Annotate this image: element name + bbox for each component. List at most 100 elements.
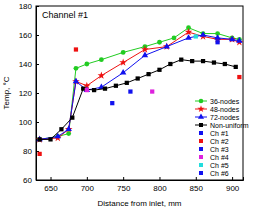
point (59, 127, 63, 131)
point (55, 133, 61, 139)
point (194, 34, 198, 38)
line (40, 60, 236, 140)
point (163, 43, 171, 50)
point (36, 136, 42, 142)
point (136, 76, 140, 80)
tick: 180 (19, 2, 39, 11)
point (65, 126, 71, 132)
tick-label: 700 (81, 184, 95, 193)
series (215, 40, 219, 44)
point (120, 69, 126, 75)
point (84, 62, 89, 67)
plot-frame (36, 6, 243, 180)
point (164, 43, 170, 49)
point (119, 59, 127, 66)
tick-label: 800 (153, 184, 167, 193)
tick-mark (123, 177, 124, 180)
legend-label: 48-nodes (210, 106, 240, 113)
point (234, 65, 238, 69)
series (128, 89, 132, 93)
point (37, 137, 42, 142)
point (70, 116, 74, 120)
legend-marker (199, 99, 204, 104)
x-axis-title: Distance from inlet, mm (97, 199, 181, 208)
legend-item: 48-nodes (195, 105, 240, 112)
point (142, 52, 148, 58)
point (215, 40, 219, 44)
tick: 120 (19, 89, 39, 98)
point (74, 66, 79, 71)
legend-label: 72-nodes (210, 114, 240, 121)
tick-mark (51, 177, 52, 180)
point (146, 72, 150, 76)
y-axis: 6080100120140160180 (19, 2, 39, 185)
point (74, 47, 78, 51)
tick: 650 (44, 177, 58, 193)
point (172, 36, 177, 41)
point (214, 34, 220, 40)
tick-label: 60 (23, 176, 32, 185)
legend-label: Non-uniform (210, 122, 249, 129)
tick-mark (36, 64, 39, 65)
point (38, 152, 42, 156)
marks (36, 25, 243, 156)
point (125, 81, 129, 85)
legend-item: Non-uniform (195, 122, 249, 129)
legend-item: Ch #6 (199, 170, 229, 177)
tick-mark (36, 35, 39, 36)
legend-label: Ch #4 (210, 154, 229, 161)
point (38, 137, 42, 141)
chart-title: Channel #1 (42, 10, 88, 20)
y-axis-title: Temp, °C (2, 76, 11, 109)
legend-label: Ch #5 (210, 162, 229, 169)
tick: 900 (226, 177, 240, 193)
point (121, 50, 126, 55)
tick: 140 (19, 60, 39, 69)
legend-marker (198, 113, 204, 118)
point (212, 60, 216, 64)
legend-label: Ch #1 (210, 130, 229, 137)
legend-marker (199, 163, 203, 167)
point (230, 36, 235, 41)
tick: 800 (153, 177, 167, 193)
legend-marker (199, 147, 203, 151)
point (92, 88, 96, 92)
tick: 60 (23, 176, 39, 185)
legend-item: Ch #3 (199, 146, 229, 153)
legend-item: Ch #2 (199, 138, 229, 145)
point (85, 88, 89, 92)
tick-mark (36, 6, 39, 7)
legend-marker (199, 171, 203, 175)
tick: 160 (19, 31, 39, 40)
point (237, 37, 242, 42)
point (99, 57, 104, 62)
legend-marker (199, 139, 203, 143)
tick-mark (36, 180, 39, 181)
tick-mark (159, 177, 160, 180)
point (229, 36, 235, 42)
legend-label: 36-nodes (210, 98, 240, 105)
series (110, 101, 114, 105)
point (73, 78, 79, 84)
legend-item: Ch #4 (199, 154, 229, 161)
tick-mark (87, 177, 88, 180)
point (128, 89, 132, 93)
tick-mark (36, 93, 39, 94)
tick-label: 120 (19, 89, 33, 98)
series (38, 47, 242, 156)
legend-marker (199, 131, 203, 135)
point (237, 75, 241, 79)
plot: 6507007508008509006080100120140160180Cha… (19, 2, 249, 193)
point (110, 101, 114, 105)
series (194, 34, 198, 38)
point (48, 137, 52, 141)
legend-item: Ch #1 (199, 130, 229, 137)
tick: 100 (19, 118, 39, 127)
tick-label: 140 (19, 60, 33, 69)
point (81, 87, 85, 91)
point (201, 59, 205, 63)
tick-label: 650 (44, 184, 58, 193)
legend-item: 72-nodes (195, 113, 240, 120)
tick-mark (196, 177, 197, 180)
point (223, 62, 227, 66)
